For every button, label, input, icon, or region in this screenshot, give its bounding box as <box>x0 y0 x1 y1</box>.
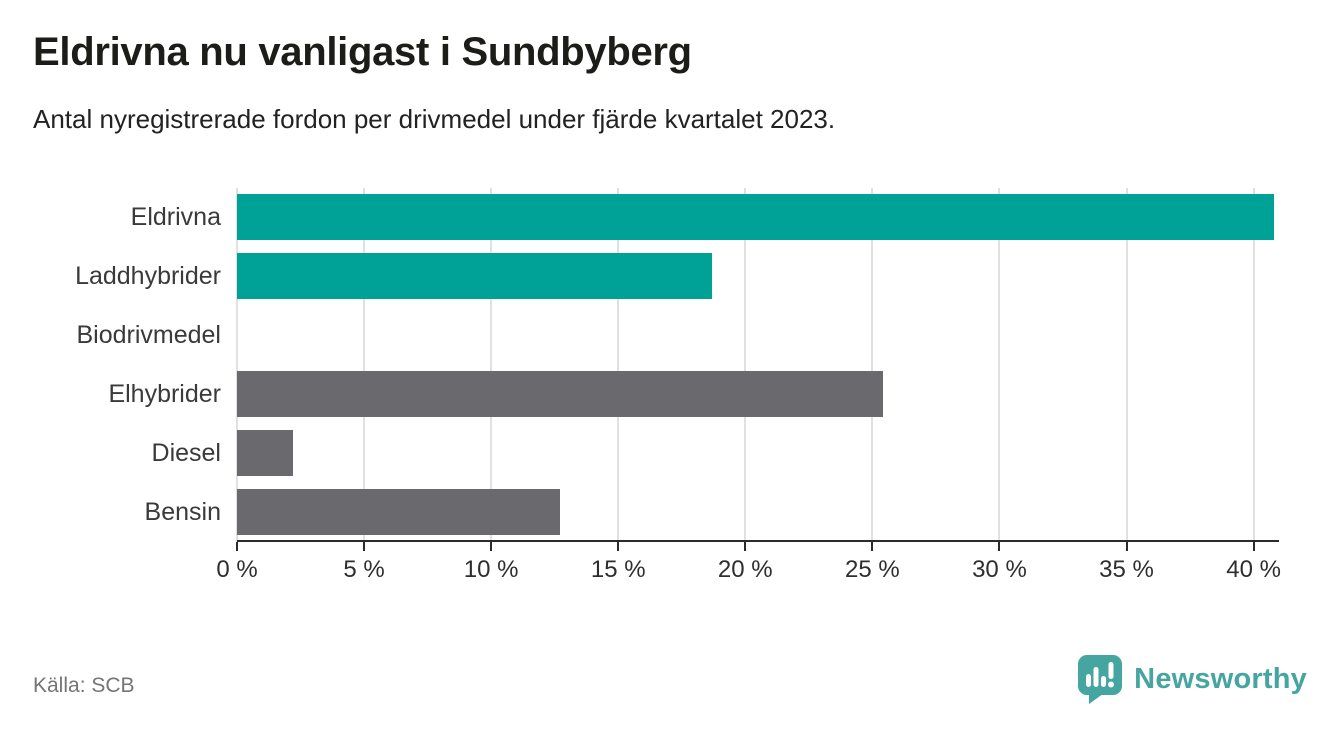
bar-row <box>237 247 1279 306</box>
gridline <box>1252 188 1255 542</box>
bar <box>237 253 713 299</box>
x-tick-label: 0 % <box>216 556 258 583</box>
bar <box>237 430 293 476</box>
gridline <box>744 188 747 542</box>
bar <box>237 371 883 417</box>
gridline <box>871 188 874 542</box>
gridline <box>236 188 238 542</box>
gridline <box>490 188 493 542</box>
category-label: Elhybrider <box>108 380 221 408</box>
plot-area: 0 % 5 % 10 % 15 % 20 % 25 % 30 % 35 % 40 % <box>216 188 1281 583</box>
x-tick-label: 25 % <box>845 556 900 583</box>
source-note: Källa: SCB <box>33 674 135 697</box>
category-label: Eldrivna <box>130 203 221 231</box>
bar-row <box>237 365 1279 424</box>
category-label: Laddhybrider <box>75 262 221 290</box>
x-tick-label: 20 % <box>717 556 773 583</box>
bar-row <box>237 188 1279 247</box>
x-tick <box>490 542 493 551</box>
chart-subtitle: Antal nyregistrerade fordon per drivmede… <box>33 104 836 134</box>
x-tick <box>617 542 620 551</box>
x-tick <box>744 542 747 551</box>
x-tick <box>1125 542 1128 551</box>
category-label: Biodrivmedel <box>76 321 221 349</box>
x-axis-line <box>237 540 1279 542</box>
category-label: Bensin <box>144 498 221 526</box>
category-label: Diesel <box>151 439 221 467</box>
x-tick-label: 15 % <box>590 556 646 583</box>
x-tick-label: 35 % <box>1099 556 1154 583</box>
gridline <box>617 188 620 542</box>
x-tick <box>236 542 238 551</box>
bar-row <box>237 483 1279 542</box>
gridline <box>998 188 1001 542</box>
brand-wordmark: Newsworthy <box>1134 662 1307 695</box>
bar <box>237 194 1274 240</box>
x-tick-label: 10 % <box>463 556 519 583</box>
x-tick-label: 5 % <box>343 556 385 583</box>
newsworthy-logo-icon <box>1078 655 1123 704</box>
bar-row <box>237 424 1279 483</box>
chart-title: Eldrivna nu vanligast i Sundbyberg <box>33 30 692 74</box>
x-tick-label: 40 % <box>1226 556 1281 583</box>
x-tick <box>871 542 874 551</box>
gridline <box>1125 188 1128 542</box>
category-labels: Eldrivna Laddhybrider Biodrivmedel Elhybrid… <box>0 188 221 542</box>
bar <box>237 489 560 535</box>
x-tick <box>998 542 1001 551</box>
gridline <box>363 188 366 542</box>
x-tick-label: 30 % <box>972 556 1027 583</box>
bar-row <box>237 306 1279 365</box>
brand-logo: Newsworthy <box>1077 654 1307 704</box>
x-tick <box>1252 542 1255 551</box>
x-tick <box>363 542 366 551</box>
